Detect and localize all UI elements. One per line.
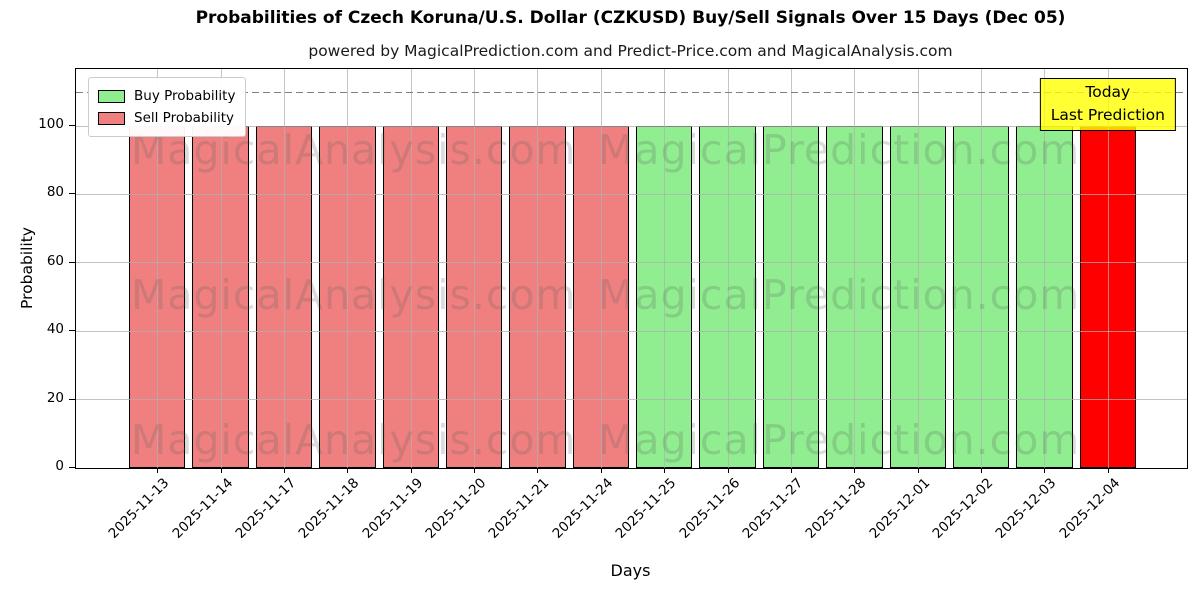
x-tick-mark [157,468,159,473]
gridline-horizontal [76,125,1187,127]
gridline-vertical [474,69,476,468]
gridline-vertical [410,69,412,468]
y-tick-label: 60 [46,252,64,269]
x-tick-mark [981,468,983,473]
x-tick-mark [474,468,476,473]
x-tick-mark [790,468,792,473]
y-tick-mark [69,330,75,332]
gridline-vertical [727,69,729,468]
gridline-vertical [220,69,222,468]
today-annotation-line2: Last Prediction [1050,105,1165,124]
today-annotation-line1: Today [1085,83,1131,101]
x-tick-label: 2025-11-17 [232,475,300,542]
gridline-horizontal [76,193,1187,195]
gridline-vertical [600,69,602,468]
threshold-dashed-line [76,91,1187,94]
today-annotation: Today Last Prediction [1039,78,1176,131]
gridline-vertical [347,69,349,468]
legend-swatch-sell-icon [98,111,125,125]
x-tick-mark [283,468,285,473]
gridline-vertical [917,69,919,468]
x-tick-label: 2025-11-28 [802,475,870,542]
gridline-vertical [790,69,792,468]
legend-item-buy: Buy Probability [98,85,235,107]
chart-title: Probabilities of Czech Koruna/U.S. Dolla… [195,8,1066,28]
x-tick-mark [537,468,539,473]
y-tick-label: 20 [46,389,64,406]
x-tick-mark [854,468,856,473]
gridline-vertical [854,69,856,468]
gridline-vertical [1107,69,1109,468]
legend-swatch-buy-icon [98,89,125,103]
x-tick-label: 2025-11-14 [169,475,236,542]
y-tick-mark [69,193,75,195]
x-tick-label: 2025-11-19 [359,475,427,542]
x-tick-label: 2025-11-24 [549,475,617,542]
x-tick-label: 2025-11-13 [105,475,173,542]
chart-subtitle: powered by MagicalPrediction.com and Pre… [308,42,953,60]
y-tick-mark [69,125,75,126]
y-tick-label: 100 [38,116,64,132]
y-tick-label: 40 [46,321,64,338]
x-axis-title: Days [610,561,651,580]
x-tick-label: 2025-11-26 [676,475,743,542]
legend-label-sell: Sell Probability [134,110,235,126]
x-tick-mark [664,468,666,473]
x-tick-mark [347,468,349,473]
x-tick-label: 2025-11-27 [739,475,807,542]
legend: Buy Probability Sell Probability [88,77,247,137]
gridline-horizontal [76,399,1187,401]
y-tick-mark [69,398,75,400]
x-tick-label: 2025-12-04 [1056,475,1124,542]
plot-area: Buy Probability Sell Probability Today L… [75,68,1188,542]
x-tick-mark [220,468,222,473]
gridline-vertical [537,69,539,468]
gridline-vertical [1044,69,1046,468]
x-tick-label: 2025-12-01 [866,475,934,542]
legend-label-buy: Buy Probability [134,88,236,104]
legend-item-sell: Sell Probability [98,107,235,129]
y-tick-mark [69,261,75,263]
gridline-vertical [664,69,666,468]
x-tick-mark [410,468,412,473]
y-tick-label: 80 [46,184,64,201]
x-tick-label: 2025-12-02 [929,475,997,542]
x-tick-mark [1044,468,1046,473]
x-tick-label: 2025-11-20 [422,475,490,542]
gridline-horizontal [76,330,1187,332]
x-tick-mark [727,468,729,473]
gridline-horizontal [76,262,1187,264]
y-tick-mark [69,467,75,468]
y-tick-label: 0 [55,458,64,474]
x-tick-mark [1107,468,1109,473]
gridline-vertical [981,69,983,468]
x-tick-label: 2025-11-25 [612,475,680,542]
x-tick-mark [917,468,919,473]
x-tick-mark [600,468,602,473]
x-tick-label: 2025-11-21 [485,475,553,542]
x-tick-label: 2025-12-03 [992,475,1060,542]
gridline-vertical [157,69,159,468]
gridline-vertical [283,69,285,468]
x-tick-label: 2025-11-18 [295,475,363,542]
